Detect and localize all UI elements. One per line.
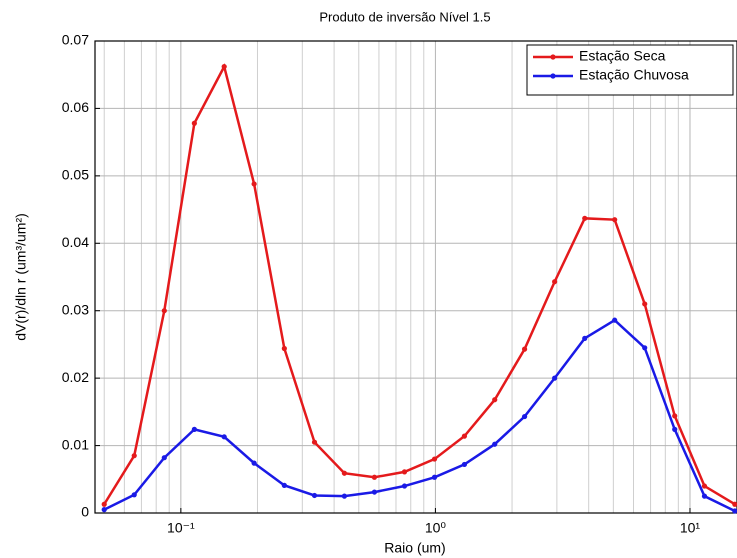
data-point — [311, 439, 318, 445]
data-point — [191, 426, 197, 432]
data-point — [251, 460, 257, 466]
y-tick-label: 0.05 — [62, 167, 89, 183]
y-tick-label: 0.03 — [62, 301, 89, 317]
legend-label: Estação Seca — [579, 48, 666, 64]
data-point — [311, 492, 318, 499]
x-tick-label: 10⁰ — [425, 520, 447, 536]
data-point — [521, 346, 528, 352]
data-point — [672, 426, 678, 432]
data-point — [521, 413, 528, 420]
data-point — [401, 469, 408, 475]
legend-box — [526, 44, 734, 96]
data-point — [642, 301, 648, 307]
data-point — [612, 317, 618, 323]
data-point — [642, 345, 648, 351]
data-point — [732, 501, 737, 507]
data-point — [582, 335, 588, 341]
data-point — [191, 120, 197, 126]
data-point — [552, 375, 558, 381]
y-tick-label: 0 — [81, 504, 89, 520]
data-point — [341, 493, 348, 499]
data-point — [552, 279, 558, 285]
series-line — [103, 318, 736, 513]
data-point — [341, 470, 348, 476]
data-point — [281, 482, 287, 488]
data-point — [612, 217, 618, 223]
data-point — [371, 489, 378, 495]
data-point — [401, 483, 408, 489]
legend-marker — [550, 73, 556, 79]
data-point — [492, 397, 498, 403]
data-point — [701, 493, 708, 499]
data-point — [161, 308, 167, 314]
data-point — [371, 474, 378, 480]
data-point — [101, 507, 107, 513]
y-axis-label: dV(r)/dln r (um³/um²) — [13, 213, 29, 341]
legend-marker — [550, 54, 556, 60]
y-tick-label: 0.07 — [62, 32, 89, 48]
data-point — [431, 474, 438, 480]
x-tick-label: 10¹ — [680, 520, 701, 536]
y-tick-label: 0.02 — [62, 369, 89, 385]
data-point — [672, 413, 678, 419]
data-point — [461, 461, 468, 468]
series-line — [103, 63, 736, 506]
chart-title: Produto de inversão Nível 1.5 — [319, 9, 490, 24]
data-point — [492, 441, 498, 447]
x-tick-label: 10⁻¹ — [167, 520, 195, 536]
data-point — [131, 453, 137, 459]
data-point — [281, 345, 287, 352]
data-point — [732, 508, 737, 514]
data-point — [131, 492, 137, 498]
y-tick-label: 0.06 — [62, 99, 89, 115]
plot-frame — [94, 40, 737, 514]
data-point — [582, 215, 588, 221]
data-point — [101, 501, 107, 507]
y-tick-label: 0.04 — [62, 234, 89, 250]
data-point — [431, 456, 438, 462]
x-axis-label: Raio (um) — [384, 540, 445, 556]
data-point — [461, 433, 468, 439]
data-point — [701, 483, 708, 489]
legend-label: Estação Chuvosa — [579, 67, 689, 83]
data-point — [161, 455, 167, 461]
data-point — [251, 181, 257, 187]
data-point — [221, 434, 227, 440]
y-tick-label: 0.01 — [62, 436, 89, 452]
data-point — [221, 64, 227, 70]
